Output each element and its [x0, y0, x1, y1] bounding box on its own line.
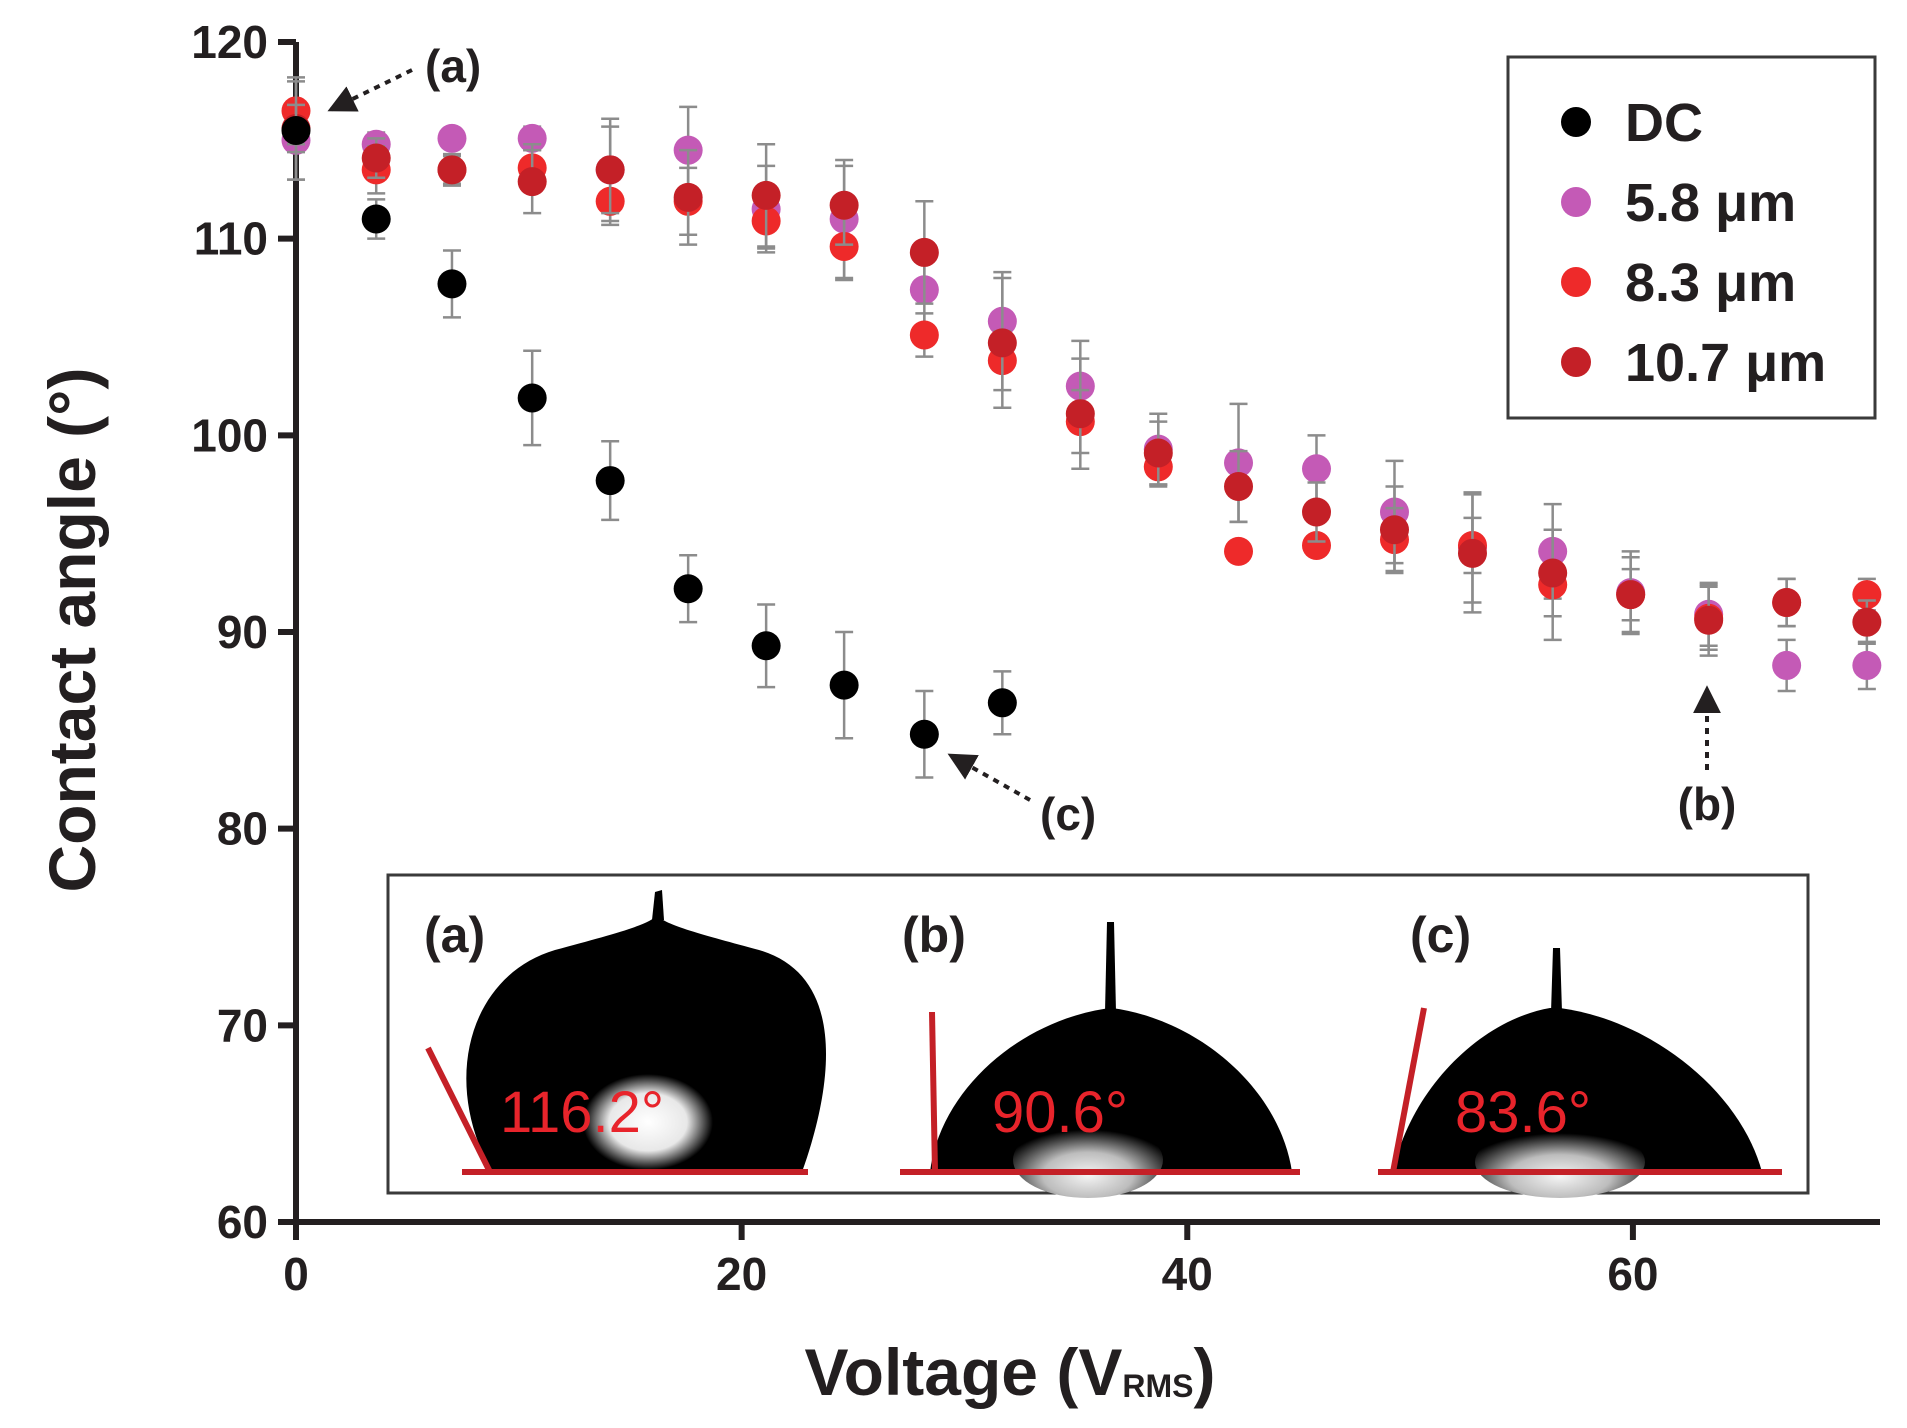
series-10-7-m [281, 103, 1882, 657]
data-point [281, 116, 311, 145]
x-tick-label: 0 [283, 1248, 309, 1300]
x-axis-title: Voltage (VRMS) [805, 1335, 1216, 1409]
y-tick-label: 80 [217, 803, 268, 855]
legend-marker [1561, 347, 1591, 377]
data-point [361, 204, 391, 234]
data-point [829, 232, 859, 262]
annotation-label-c: (c) [1040, 788, 1096, 840]
inset-label-b: (b) [902, 907, 966, 963]
data-point [1302, 530, 1332, 560]
data-point [1302, 454, 1332, 484]
inset-droplet-b: (b) 90.6° [900, 907, 1300, 1198]
data-point [1852, 607, 1882, 637]
legend-label: DC [1625, 93, 1703, 153]
data-point [1457, 538, 1487, 568]
annotation-arrow-a [327, 68, 413, 112]
inset-angle-c: 83.6° [1455, 1080, 1591, 1145]
data-point [1852, 650, 1882, 680]
tangent-line-a [425, 1046, 493, 1174]
data-point [909, 320, 939, 350]
inset-droplet-c: (c) 83.6° [1378, 907, 1782, 1198]
x-axis-title-subscript: RMS [1122, 1368, 1193, 1404]
data-point [829, 670, 859, 700]
data-point [437, 269, 467, 299]
data-point [1772, 650, 1802, 680]
y-tick-label: 100 [191, 409, 268, 461]
inset-angle-a: 116.2° [500, 1080, 664, 1145]
annotation-arrow-c [947, 753, 1031, 802]
inset-angle-b: 90.6° [992, 1080, 1128, 1145]
data-point [751, 180, 781, 210]
x-axis-title-main: Voltage (V [805, 1335, 1123, 1409]
y-tick-label: 110 [194, 213, 268, 265]
data-point [1852, 580, 1882, 610]
data-point [673, 182, 703, 212]
x-tick-label: 60 [1607, 1248, 1658, 1300]
tangent-line-b [929, 1011, 938, 1173]
y-axis-title: Contact angle (°) [35, 367, 109, 892]
legend-marker [1561, 107, 1591, 137]
legend-marker [1561, 187, 1591, 217]
x-axis-title-close: ) [1193, 1335, 1215, 1409]
data-point [909, 719, 939, 749]
data-point [517, 167, 547, 197]
legend-label: 8.3 μm [1625, 253, 1796, 313]
data-point [361, 143, 391, 173]
data-point [829, 190, 859, 220]
data-point [751, 631, 781, 661]
legend-items: DC 5.8 μm 8.3 μm 10.7 μm [1561, 93, 1826, 393]
inset-image-panel: (a) 116.2° (b) 90.6° (c) 83.6° [386, 873, 1810, 1198]
y-tick-label: 60 [217, 1196, 268, 1248]
data-point [1224, 536, 1254, 566]
data-point [595, 466, 625, 496]
inset-label-c: (c) [1410, 907, 1471, 963]
data-point [1302, 497, 1332, 527]
y-ticks: 60 70 80 90 100 110 120 [191, 16, 296, 1248]
data-point [595, 155, 625, 185]
y-tick-label: 120 [191, 16, 268, 68]
plot-area [281, 76, 1882, 779]
data-point [517, 123, 547, 153]
data-point [1143, 438, 1173, 468]
y-tick-label: 70 [217, 999, 268, 1051]
annotation-label-b: (b) [1678, 778, 1737, 830]
x-tick-label: 20 [716, 1248, 767, 1300]
data-point [437, 155, 467, 185]
annotation-label-a: (a) [425, 40, 481, 92]
x-ticks: 0 20 40 60 [283, 1222, 1658, 1300]
data-point [1065, 399, 1095, 429]
inset-droplet-a: (a) 116.2° [424, 890, 827, 1175]
legend-marker [1561, 267, 1591, 297]
data-point [987, 688, 1017, 718]
data-point [1224, 471, 1254, 501]
data-point [1379, 515, 1409, 545]
data-point [437, 123, 467, 153]
legend-label: 10.7 μm [1625, 333, 1826, 393]
data-point [987, 328, 1017, 358]
legend: DC 5.8 μm 8.3 μm 10.7 μm [1506, 55, 1877, 420]
data-point [1538, 558, 1568, 588]
y-tick-label: 90 [217, 606, 268, 658]
data-point [1694, 605, 1724, 635]
tangent-line-c [1390, 1007, 1427, 1173]
inset-label-a: (a) [424, 907, 485, 963]
data-point [1616, 580, 1646, 610]
data-point [517, 383, 547, 413]
annotations: (a) (b) (c) [327, 40, 1737, 840]
data-point [673, 574, 703, 604]
data-point [909, 237, 939, 267]
x-tick-label: 40 [1162, 1248, 1213, 1300]
data-point [1772, 588, 1802, 617]
series-dc [281, 80, 1017, 779]
legend-label: 5.8 μm [1625, 173, 1796, 233]
